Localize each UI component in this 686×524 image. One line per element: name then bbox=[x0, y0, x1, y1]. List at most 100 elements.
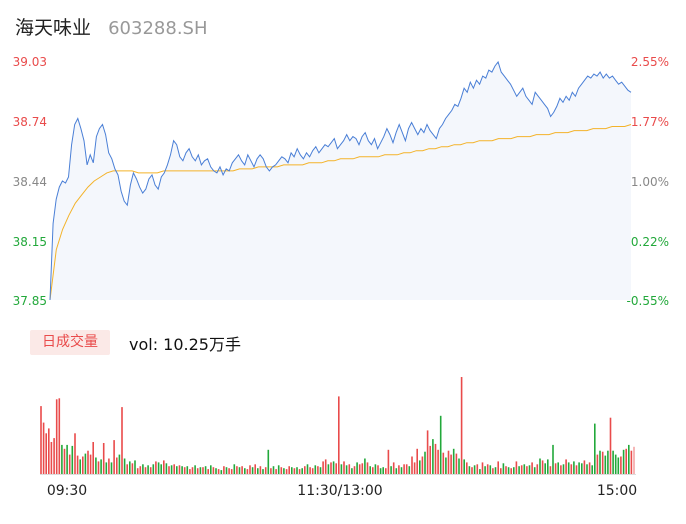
volume-bar bbox=[332, 461, 335, 474]
volume-bar bbox=[450, 454, 452, 474]
volume-bar bbox=[251, 467, 254, 474]
volume-bar bbox=[630, 450, 633, 474]
y-tick-right: 0.22% bbox=[631, 235, 669, 249]
volume-bar bbox=[426, 430, 429, 474]
volume-bar bbox=[280, 467, 283, 474]
volume-bar bbox=[612, 450, 614, 474]
volume-bar bbox=[369, 466, 371, 474]
volume-bar bbox=[45, 433, 47, 474]
volume-bar bbox=[87, 450, 89, 474]
volume-bar bbox=[565, 459, 567, 474]
volume-bar bbox=[455, 453, 458, 474]
volume-bar bbox=[277, 465, 280, 474]
volume-bar bbox=[178, 465, 181, 474]
volume-bar bbox=[160, 464, 162, 474]
volume-bar bbox=[283, 468, 285, 474]
volume-bar bbox=[497, 461, 499, 474]
volume-bar bbox=[82, 456, 84, 474]
y-tick-left: 38.15 bbox=[13, 235, 47, 249]
y-tick-right: 1.00% bbox=[631, 175, 669, 189]
volume-bar bbox=[458, 458, 460, 474]
volume-bar bbox=[126, 464, 128, 474]
volume-bar bbox=[144, 467, 147, 474]
volume-bar bbox=[181, 466, 183, 474]
volume-bar bbox=[633, 446, 635, 474]
volume-bar bbox=[296, 467, 298, 474]
volume-bar bbox=[599, 450, 601, 474]
volume-bar bbox=[570, 464, 573, 474]
volume-bar bbox=[567, 462, 570, 474]
volume-bar bbox=[196, 468, 199, 474]
volume-bar bbox=[118, 454, 121, 474]
volume-bar bbox=[413, 462, 416, 474]
volume-bar bbox=[123, 458, 126, 474]
volume-bar bbox=[419, 460, 421, 474]
volume-bar bbox=[539, 458, 541, 474]
volume-bar bbox=[526, 466, 528, 474]
volume-bar bbox=[225, 467, 228, 474]
volume-bar bbox=[285, 469, 288, 474]
volume-bar bbox=[241, 466, 243, 474]
volume-bar bbox=[259, 466, 262, 474]
volume-bar bbox=[591, 465, 593, 474]
volume-bar bbox=[403, 464, 405, 474]
y-tick-left: 38.44 bbox=[13, 175, 47, 189]
volume-bar bbox=[61, 444, 63, 474]
volume-bar bbox=[189, 469, 191, 474]
volume-bar bbox=[594, 423, 596, 474]
volume-bar bbox=[288, 466, 290, 474]
volume-bar bbox=[518, 466, 520, 474]
volume-bar bbox=[270, 468, 272, 474]
volume-bar bbox=[63, 448, 66, 474]
volume-bar bbox=[541, 460, 544, 474]
stock-code: 603288.SH bbox=[108, 18, 208, 39]
volume-bar bbox=[466, 462, 468, 474]
volume-bar bbox=[554, 463, 557, 474]
y-tick-right: -0.55% bbox=[627, 294, 669, 308]
volume-bar bbox=[476, 464, 479, 474]
volume-bar bbox=[95, 457, 97, 474]
avg-price-line bbox=[49, 124, 632, 301]
volume-bar bbox=[97, 461, 100, 474]
volume-bar bbox=[392, 462, 395, 474]
volume-bar bbox=[223, 466, 225, 474]
volume-bar bbox=[460, 377, 463, 474]
volume-bar bbox=[348, 464, 351, 474]
volume-bar bbox=[607, 450, 609, 474]
volume-bar bbox=[473, 465, 476, 474]
volume-bar bbox=[513, 467, 515, 474]
y-tick-left: 37.85 bbox=[13, 294, 47, 308]
volume-bar bbox=[385, 468, 387, 474]
volume-bar bbox=[432, 439, 434, 474]
y-tick-right: 2.55% bbox=[631, 55, 669, 69]
volume-bar bbox=[471, 467, 473, 474]
volume-bar bbox=[387, 449, 390, 475]
volume-bar bbox=[76, 455, 79, 474]
volume-bar bbox=[374, 464, 377, 474]
volume-bar bbox=[604, 455, 607, 474]
volume-bar bbox=[382, 467, 384, 474]
volume-bar bbox=[500, 468, 502, 474]
volume-bar bbox=[421, 456, 424, 474]
volume-bar bbox=[447, 450, 450, 474]
volume-bar bbox=[220, 470, 223, 474]
volume-bar bbox=[84, 453, 87, 474]
volume-bar bbox=[510, 468, 512, 474]
volume-bar bbox=[254, 464, 256, 474]
volume-bar bbox=[398, 465, 400, 474]
volume-bar bbox=[100, 459, 102, 474]
y-tick-left: 38.74 bbox=[13, 115, 47, 129]
volume-bar bbox=[238, 467, 241, 474]
volume-bar bbox=[484, 466, 486, 474]
volume-bar bbox=[364, 458, 366, 474]
volume-bar bbox=[79, 459, 81, 474]
volume-bar bbox=[507, 467, 510, 474]
volume-bar bbox=[353, 466, 356, 474]
volume-bar bbox=[129, 461, 131, 474]
volume-bar bbox=[157, 462, 160, 474]
volume-bar bbox=[505, 466, 507, 474]
volume-bar bbox=[533, 467, 536, 474]
volume-bar bbox=[306, 464, 309, 474]
volume-bar bbox=[176, 466, 178, 474]
